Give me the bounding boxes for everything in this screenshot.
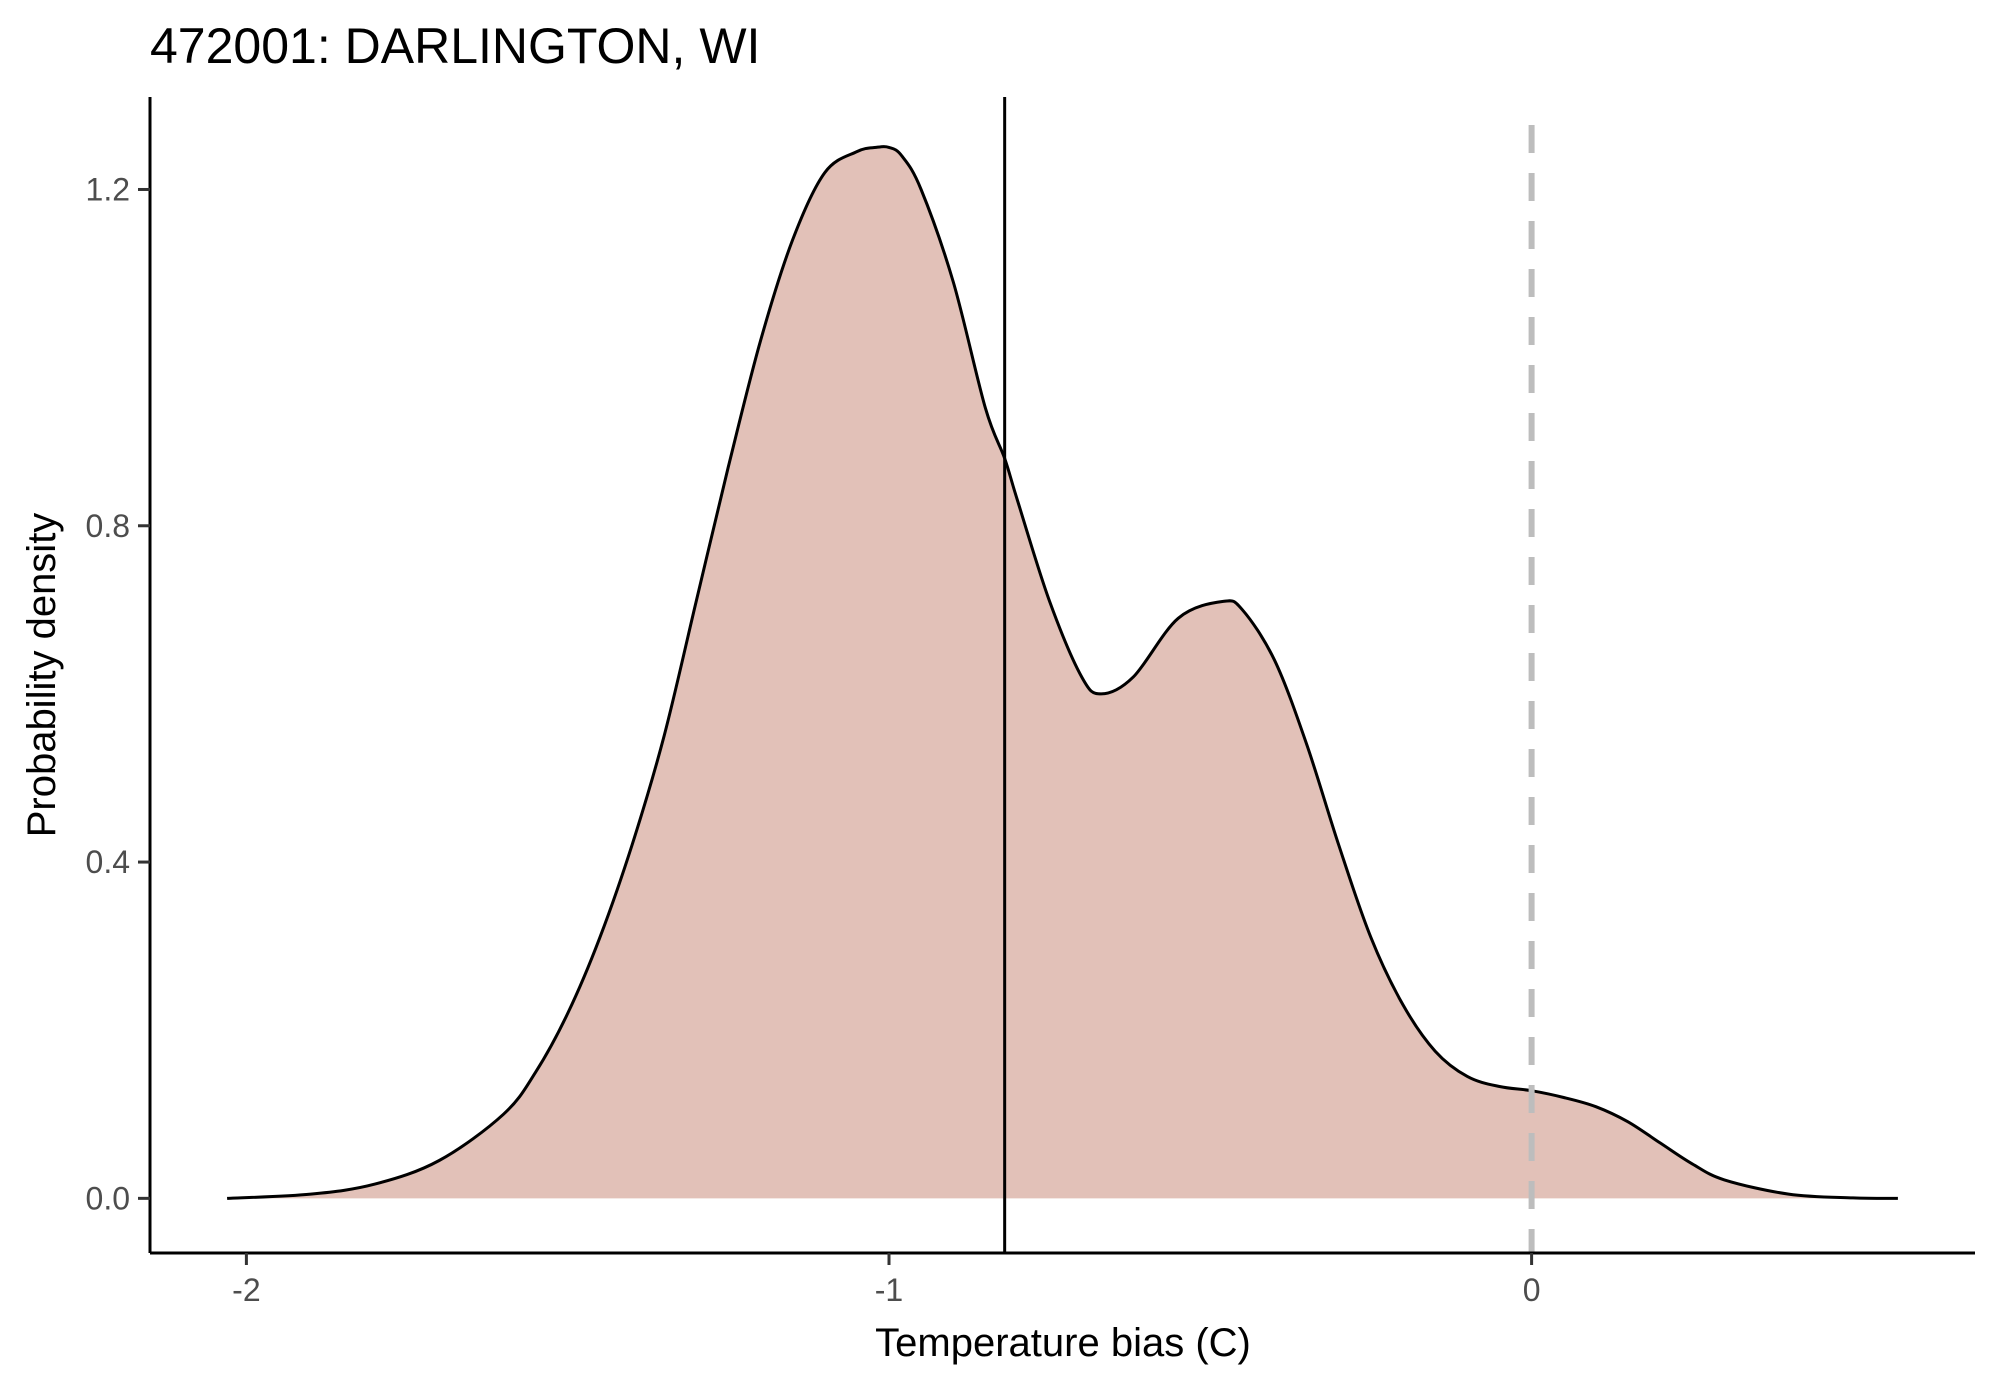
x-tick-label: -2 [232,1272,260,1308]
x-tick-label: 0 [1523,1272,1541,1308]
chart-title: 472001: DARLINGTON, WI [150,18,760,74]
y-tick-label: 1.2 [86,171,130,207]
density-curve [227,145,1898,1200]
y-tick-label: 0.0 [86,1180,130,1216]
y-tick-label: 0.4 [86,844,130,880]
x-tick-label: -1 [875,1272,903,1308]
density-area [227,146,1898,1199]
y-axis-title: Probability density [20,513,64,838]
y-tick-label: 0.8 [86,508,130,544]
plot-area [227,97,1898,1253]
axes: -2 -1 0 0.0 0.4 0.8 1.2 [86,97,1975,1308]
x-axis-title: Temperature bias (C) [875,1321,1251,1365]
